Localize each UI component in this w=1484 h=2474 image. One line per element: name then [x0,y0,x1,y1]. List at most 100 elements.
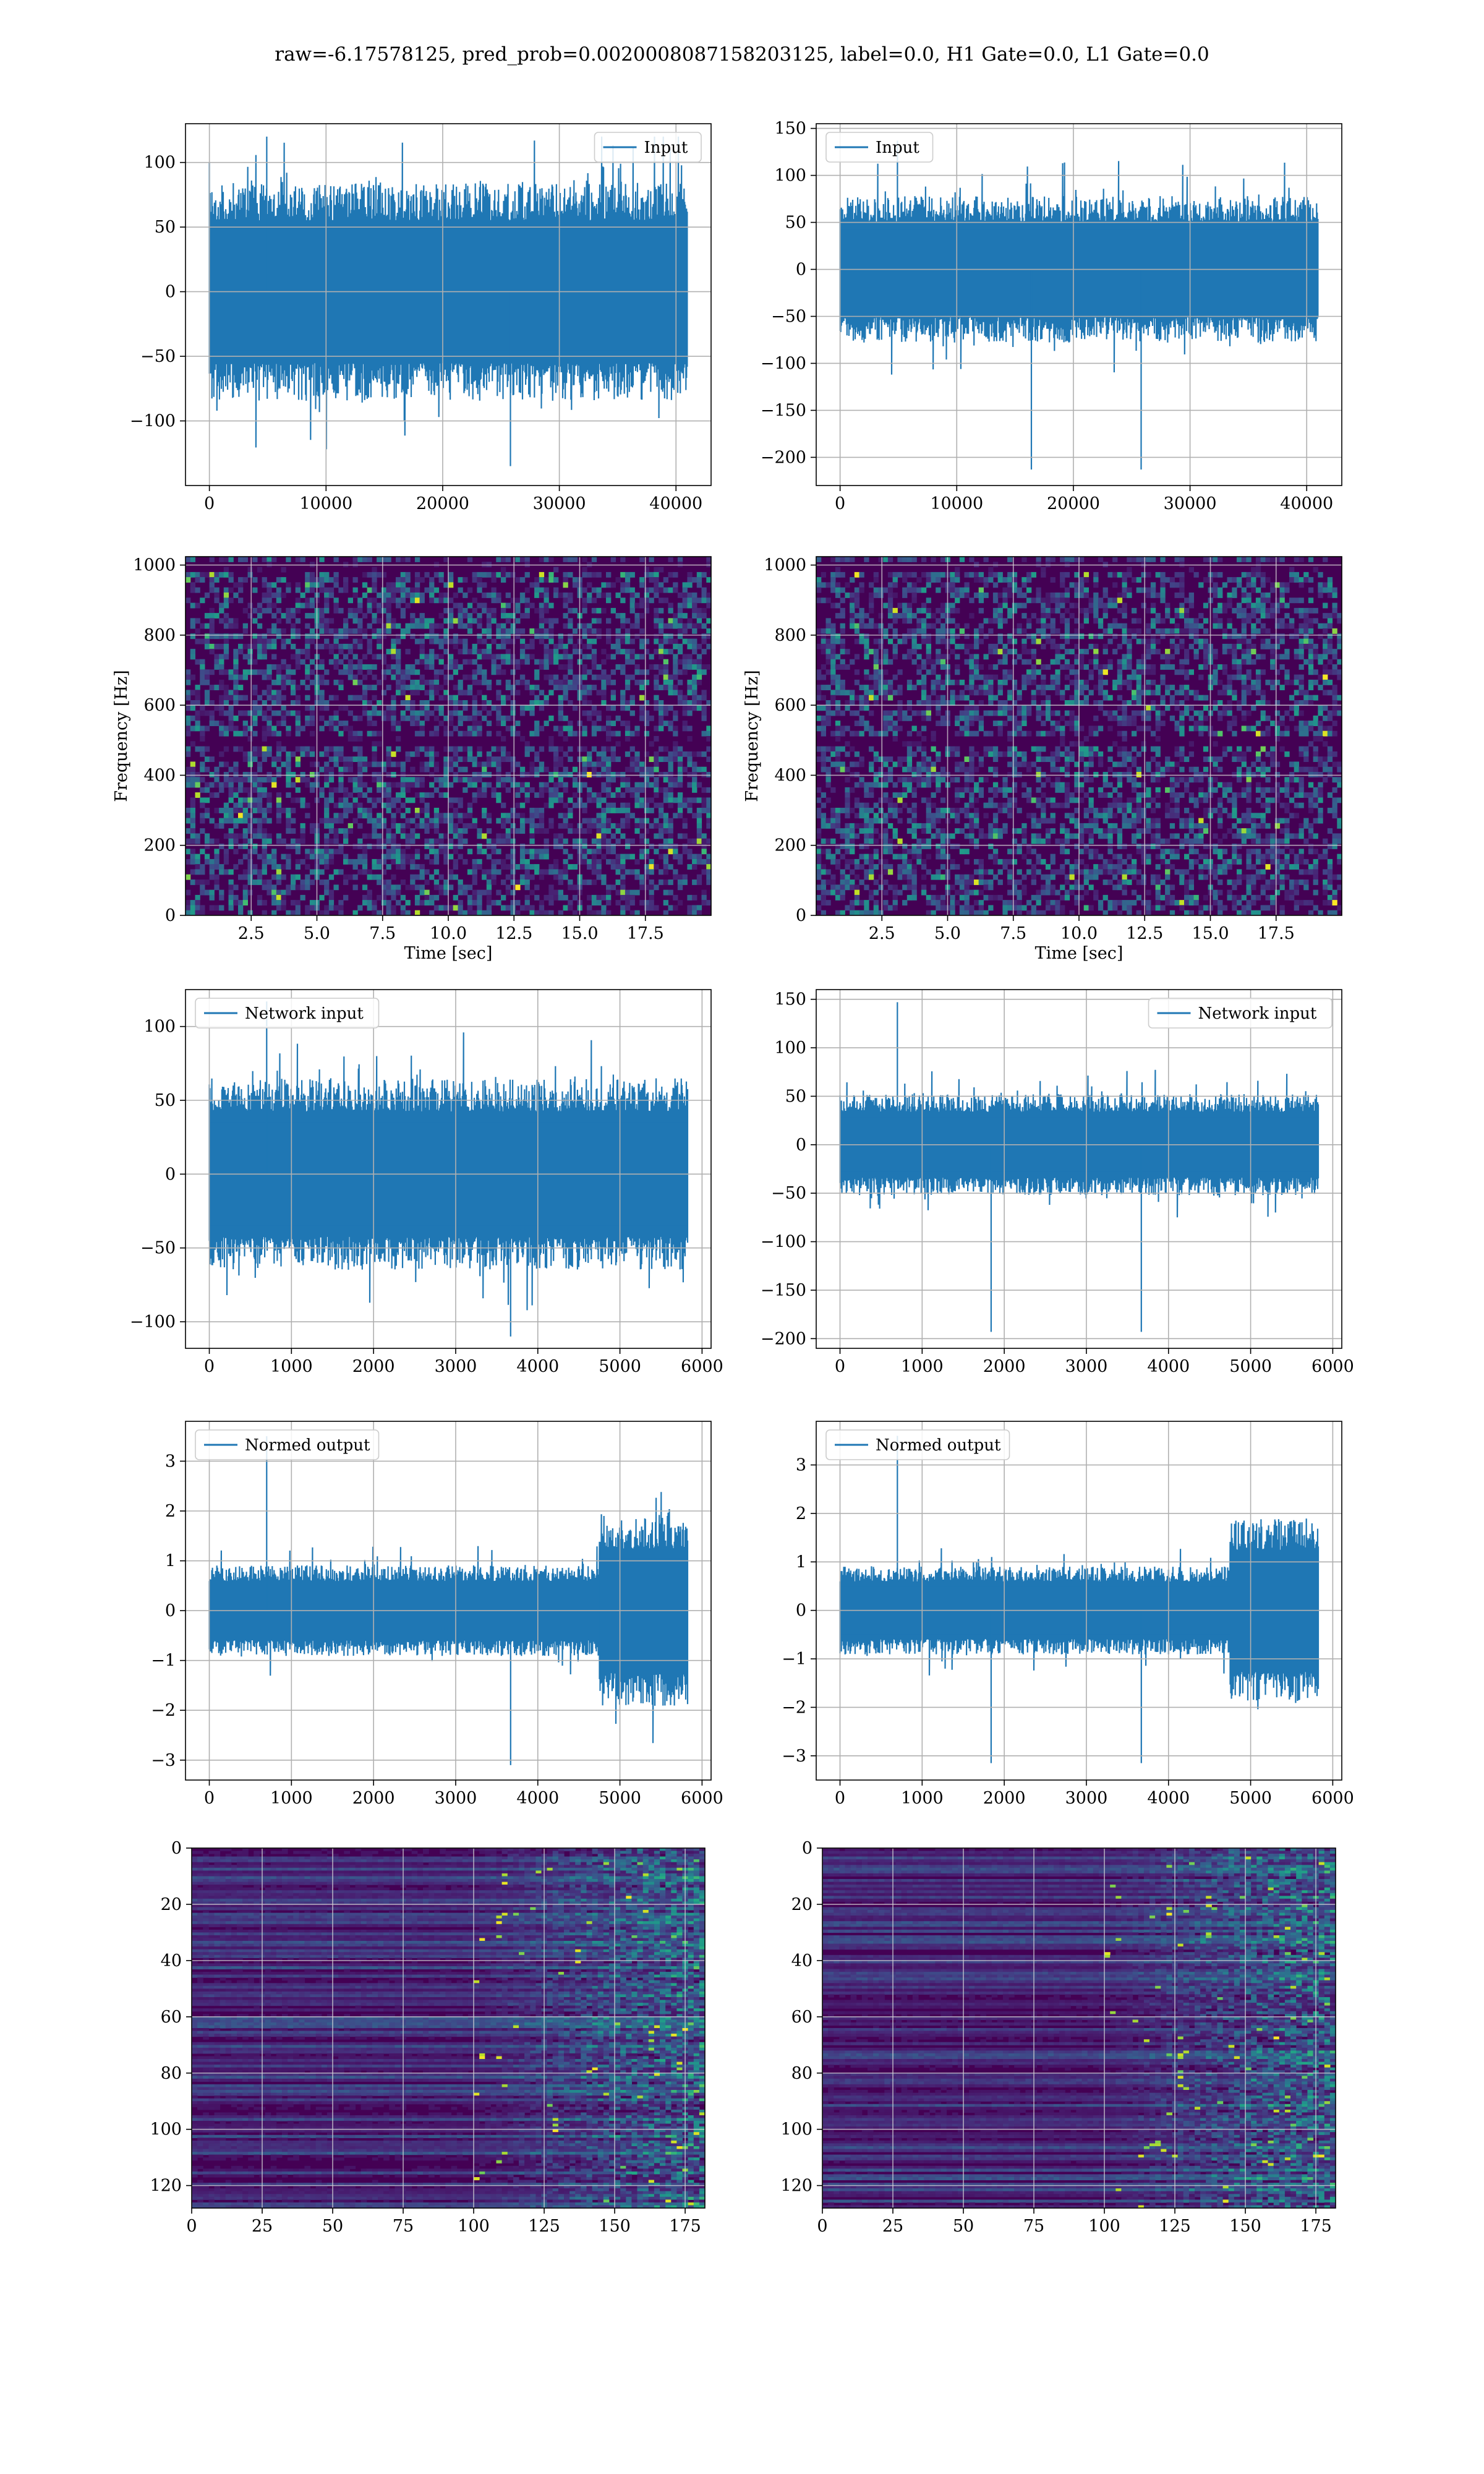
y-tick-label: −200 [761,448,806,467]
x-axis: 0 1000 2000 3000 4000 5000 6000 [204,1348,723,1376]
grid-lines [816,990,1342,1348]
y-tick-label: 150 [774,990,806,1009]
x-axis: 2.5 5.0 7.5 10.0 12.5 15.0 17.5 [238,915,664,943]
x-axis: 0 1000 2000 3000 4000 5000 6000 [835,1348,1354,1376]
y-tick-label: 0 [796,1136,806,1155]
x-tick-label: 7.5 [369,924,396,943]
y-tick-label: −3 [782,1747,806,1766]
y-tick-label: 120 [780,2177,812,2196]
x-tick-label: 4000 [516,1357,559,1376]
y-tick-label: 400 [143,766,176,785]
y-tick-label: −200 [761,1329,806,1348]
y-tick-label: 3 [796,1456,806,1475]
x-tick-label: 17.5 [1258,924,1295,943]
x-tick-label: 175 [1300,2217,1332,2236]
x-tick-label: 10.0 [1060,924,1098,943]
y-tick-label: 800 [774,626,806,645]
x-tick-label: 3000 [1065,1789,1108,1808]
x-tick-label: 150 [599,2217,631,2236]
y-tick-label: 0 [165,1601,176,1620]
x-tick-label: 2000 [983,1789,1026,1808]
x-tick-label: 17.5 [627,924,664,943]
x-tick-label: 0 [817,2217,827,2236]
y-tick-label: 2 [165,1502,176,1521]
y-tick-label: 0 [171,1839,182,1858]
y-tick-label: −1 [151,1651,176,1671]
y-tick-label: 0 [796,906,806,925]
x-tick-label: 10000 [930,494,983,513]
x-tick-label: 0 [204,1357,215,1376]
x-axis-label: Time [sec] [1035,944,1124,963]
x-tick-label: 3000 [435,1789,477,1808]
x-tick-label: 0 [204,1789,215,1808]
x-tick-label: 6000 [681,1357,723,1376]
y-tick-label: 100 [143,153,176,173]
y-axis: −200 −150 −100 −50 0 50 100 150 [761,119,816,467]
y-tick-label: −150 [761,401,806,420]
axes-frame [822,1847,1336,2209]
y-axis: −100 −50 0 50 100 [130,153,186,431]
y-tick-label: 40 [791,1951,812,1971]
figure-title: raw=-6.17578125, pred_prob=0.00200080871… [0,43,1484,66]
x-axis: 0 10000 20000 30000 40000 [204,486,702,513]
x-axis: 0 25 50 75 100 125 150 175 [817,2208,1332,2236]
y-tick-label: 0 [796,1601,806,1620]
y-tick-label: −50 [771,1184,806,1203]
grid-lines [816,1421,1342,1780]
x-axis: 0 1000 2000 3000 4000 5000 6000 [835,1780,1354,1808]
y-tick-label: 80 [791,2064,812,2083]
x-tick-label: 2000 [352,1789,395,1808]
y-tick-label: 100 [143,1017,176,1037]
y-tick-label: 120 [150,2177,182,2196]
legend-label: Normed output [876,1436,1001,1455]
y-axis: 0 200 400 600 800 1000 [133,556,186,925]
y-tick-label: −50 [771,307,806,326]
y-axis: −100 −50 0 50 100 [130,1017,186,1332]
grid-lines [186,1421,711,1780]
y-tick-label: 200 [143,836,176,855]
x-tick-label: 6000 [681,1789,723,1808]
x-tick-label: 6000 [1311,1357,1354,1376]
y-tick-label: −50 [140,1239,176,1258]
axes-frame [816,989,1342,1349]
axes-frame [816,1421,1342,1781]
x-tick-label: 40000 [1280,494,1333,513]
y-tick-label: 200 [774,836,806,855]
axes-frame [191,1847,706,2209]
legend-label: Normed output [245,1436,370,1455]
y-tick-label: 0 [165,1165,176,1184]
y-tick-label: 0 [165,906,176,925]
y-tick-label: 100 [774,1038,806,1058]
x-tick-label: 0 [835,1789,845,1808]
x-tick-label: 175 [669,2217,701,2236]
y-tick-label: 1000 [764,556,806,575]
y-axis-label: Frequency [Hz] [112,670,131,802]
x-tick-label: 5.0 [934,924,961,943]
x-tick-label: 5000 [599,1789,641,1808]
y-tick-label: 0 [796,260,806,280]
y-tick-label: 50 [155,1091,176,1110]
y-tick-label: 50 [155,218,176,237]
axes-frame [185,1421,712,1781]
x-tick-label: 1000 [901,1789,944,1808]
x-tick-label: 4000 [1147,1357,1190,1376]
legend-label: Input [644,139,688,157]
y-tick-label: −150 [761,1281,806,1300]
x-tick-label: 7.5 [1000,924,1026,943]
x-tick-label: 3000 [435,1357,477,1376]
x-tick-label: 20000 [1047,494,1100,513]
y-axis: 0 20 40 60 80 100 120 [150,1839,192,2196]
x-tick-label: 20000 [416,494,469,513]
grid-lines [186,124,711,486]
y-tick-label: 20 [791,1895,812,1914]
x-tick-label: 10.0 [430,924,467,943]
x-tick-label: 12.5 [495,924,532,943]
legend-label: Network input [1198,1004,1317,1023]
x-tick-label: 1000 [270,1357,313,1376]
legend: Network input [1148,998,1333,1029]
plot-area [822,1848,1336,2208]
x-tick-label: 0 [835,494,845,513]
